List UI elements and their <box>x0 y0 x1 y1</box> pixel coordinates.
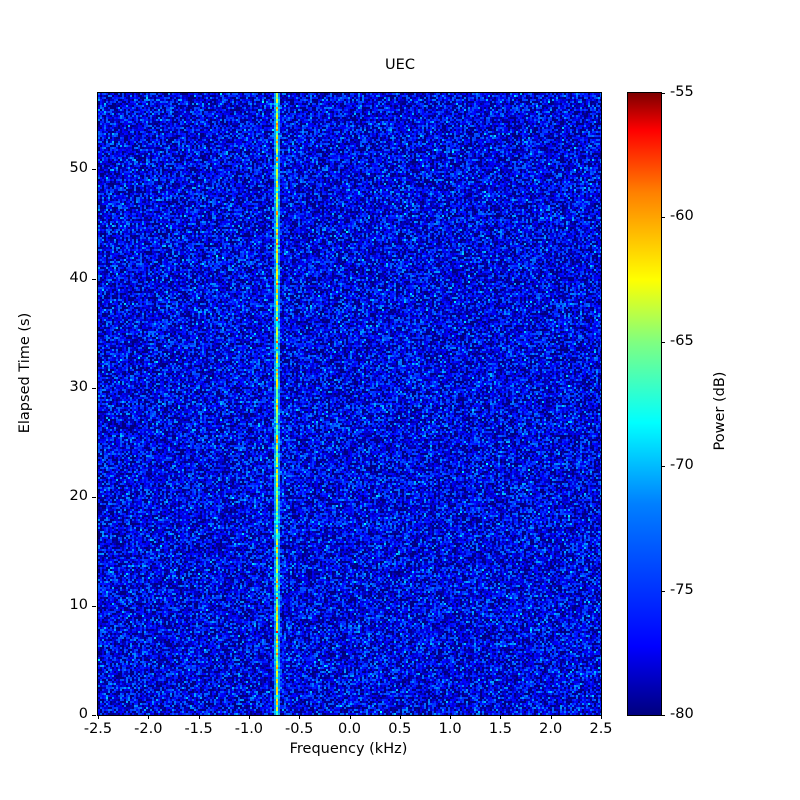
x-tick-label: -2.5 <box>83 721 113 737</box>
colorbar-tick <box>661 341 665 343</box>
y-tick-label: 30 <box>69 378 88 395</box>
x-tick <box>450 715 452 719</box>
x-tick <box>601 715 602 719</box>
y-tick-label: 10 <box>69 596 88 613</box>
colorbar-tick-label: -80 <box>670 706 694 722</box>
y-axis-label: Elapsed Time (s) <box>17 312 33 434</box>
x-tick-label: 0.5 <box>388 721 412 737</box>
colorbar-tick-label: -60 <box>670 208 694 225</box>
colorbar-tick-label: -70 <box>670 457 694 474</box>
y-tick <box>92 496 96 498</box>
x-tick <box>550 715 552 719</box>
x-tick-label: -0.5 <box>285 721 314 737</box>
colorbar-gradient <box>627 92 662 716</box>
colorbar-tick-label: -65 <box>670 332 694 349</box>
y-tick <box>92 278 96 280</box>
x-tick-label: 1.5 <box>488 721 512 737</box>
x-tick <box>248 715 250 719</box>
x-tick-label: 0.0 <box>337 721 362 737</box>
colorbar-tick <box>661 466 665 468</box>
x-tick <box>148 715 150 719</box>
x-tick <box>299 715 301 719</box>
y-tick <box>92 387 96 389</box>
x-tick-label: -1.5 <box>184 721 213 737</box>
x-tick <box>98 715 99 719</box>
x-tick-label: 2.0 <box>539 721 563 737</box>
y-tick-label: 0 <box>78 706 88 722</box>
plot-axes <box>97 92 602 716</box>
x-tick <box>399 715 401 719</box>
x-tick <box>198 715 200 719</box>
spectrogram-image <box>98 93 601 715</box>
colorbar-tick-label: -75 <box>670 581 694 598</box>
y-tick <box>92 605 96 607</box>
y-tick-label: 40 <box>69 269 88 286</box>
colorbar-tick <box>661 590 665 592</box>
colorbar-label: Power (dB) <box>712 371 728 451</box>
x-tick-label: -2.0 <box>134 721 163 737</box>
y-tick-label: 50 <box>69 160 88 177</box>
title-station: UEC <box>385 57 415 73</box>
y-tick <box>92 169 96 171</box>
colorbar-tick <box>661 93 665 94</box>
y-tick-label: 20 <box>69 487 88 504</box>
x-tick-label: 1.0 <box>438 721 462 737</box>
colorbar-tick <box>661 715 665 716</box>
x-tick-label: -1.0 <box>234 721 264 737</box>
x-axis-label: Frequency (kHz) <box>289 741 408 757</box>
x-tick <box>349 715 351 719</box>
y-tick <box>92 715 96 716</box>
colorbar-tick-label: -55 <box>670 84 694 100</box>
colorbar <box>627 92 662 716</box>
x-tick <box>500 715 502 719</box>
x-tick-label: 2.5 <box>589 721 613 737</box>
colorbar-tick <box>661 217 665 219</box>
